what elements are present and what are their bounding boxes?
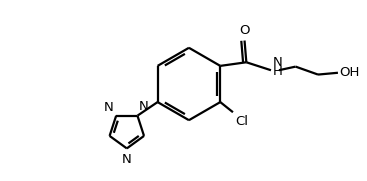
- Text: N: N: [272, 56, 282, 69]
- Text: OH: OH: [339, 66, 360, 79]
- Text: Cl: Cl: [235, 115, 248, 128]
- Text: N: N: [103, 101, 113, 114]
- Text: N: N: [122, 153, 132, 167]
- Text: O: O: [239, 24, 250, 37]
- Text: H: H: [272, 65, 282, 78]
- Text: N: N: [139, 100, 149, 113]
